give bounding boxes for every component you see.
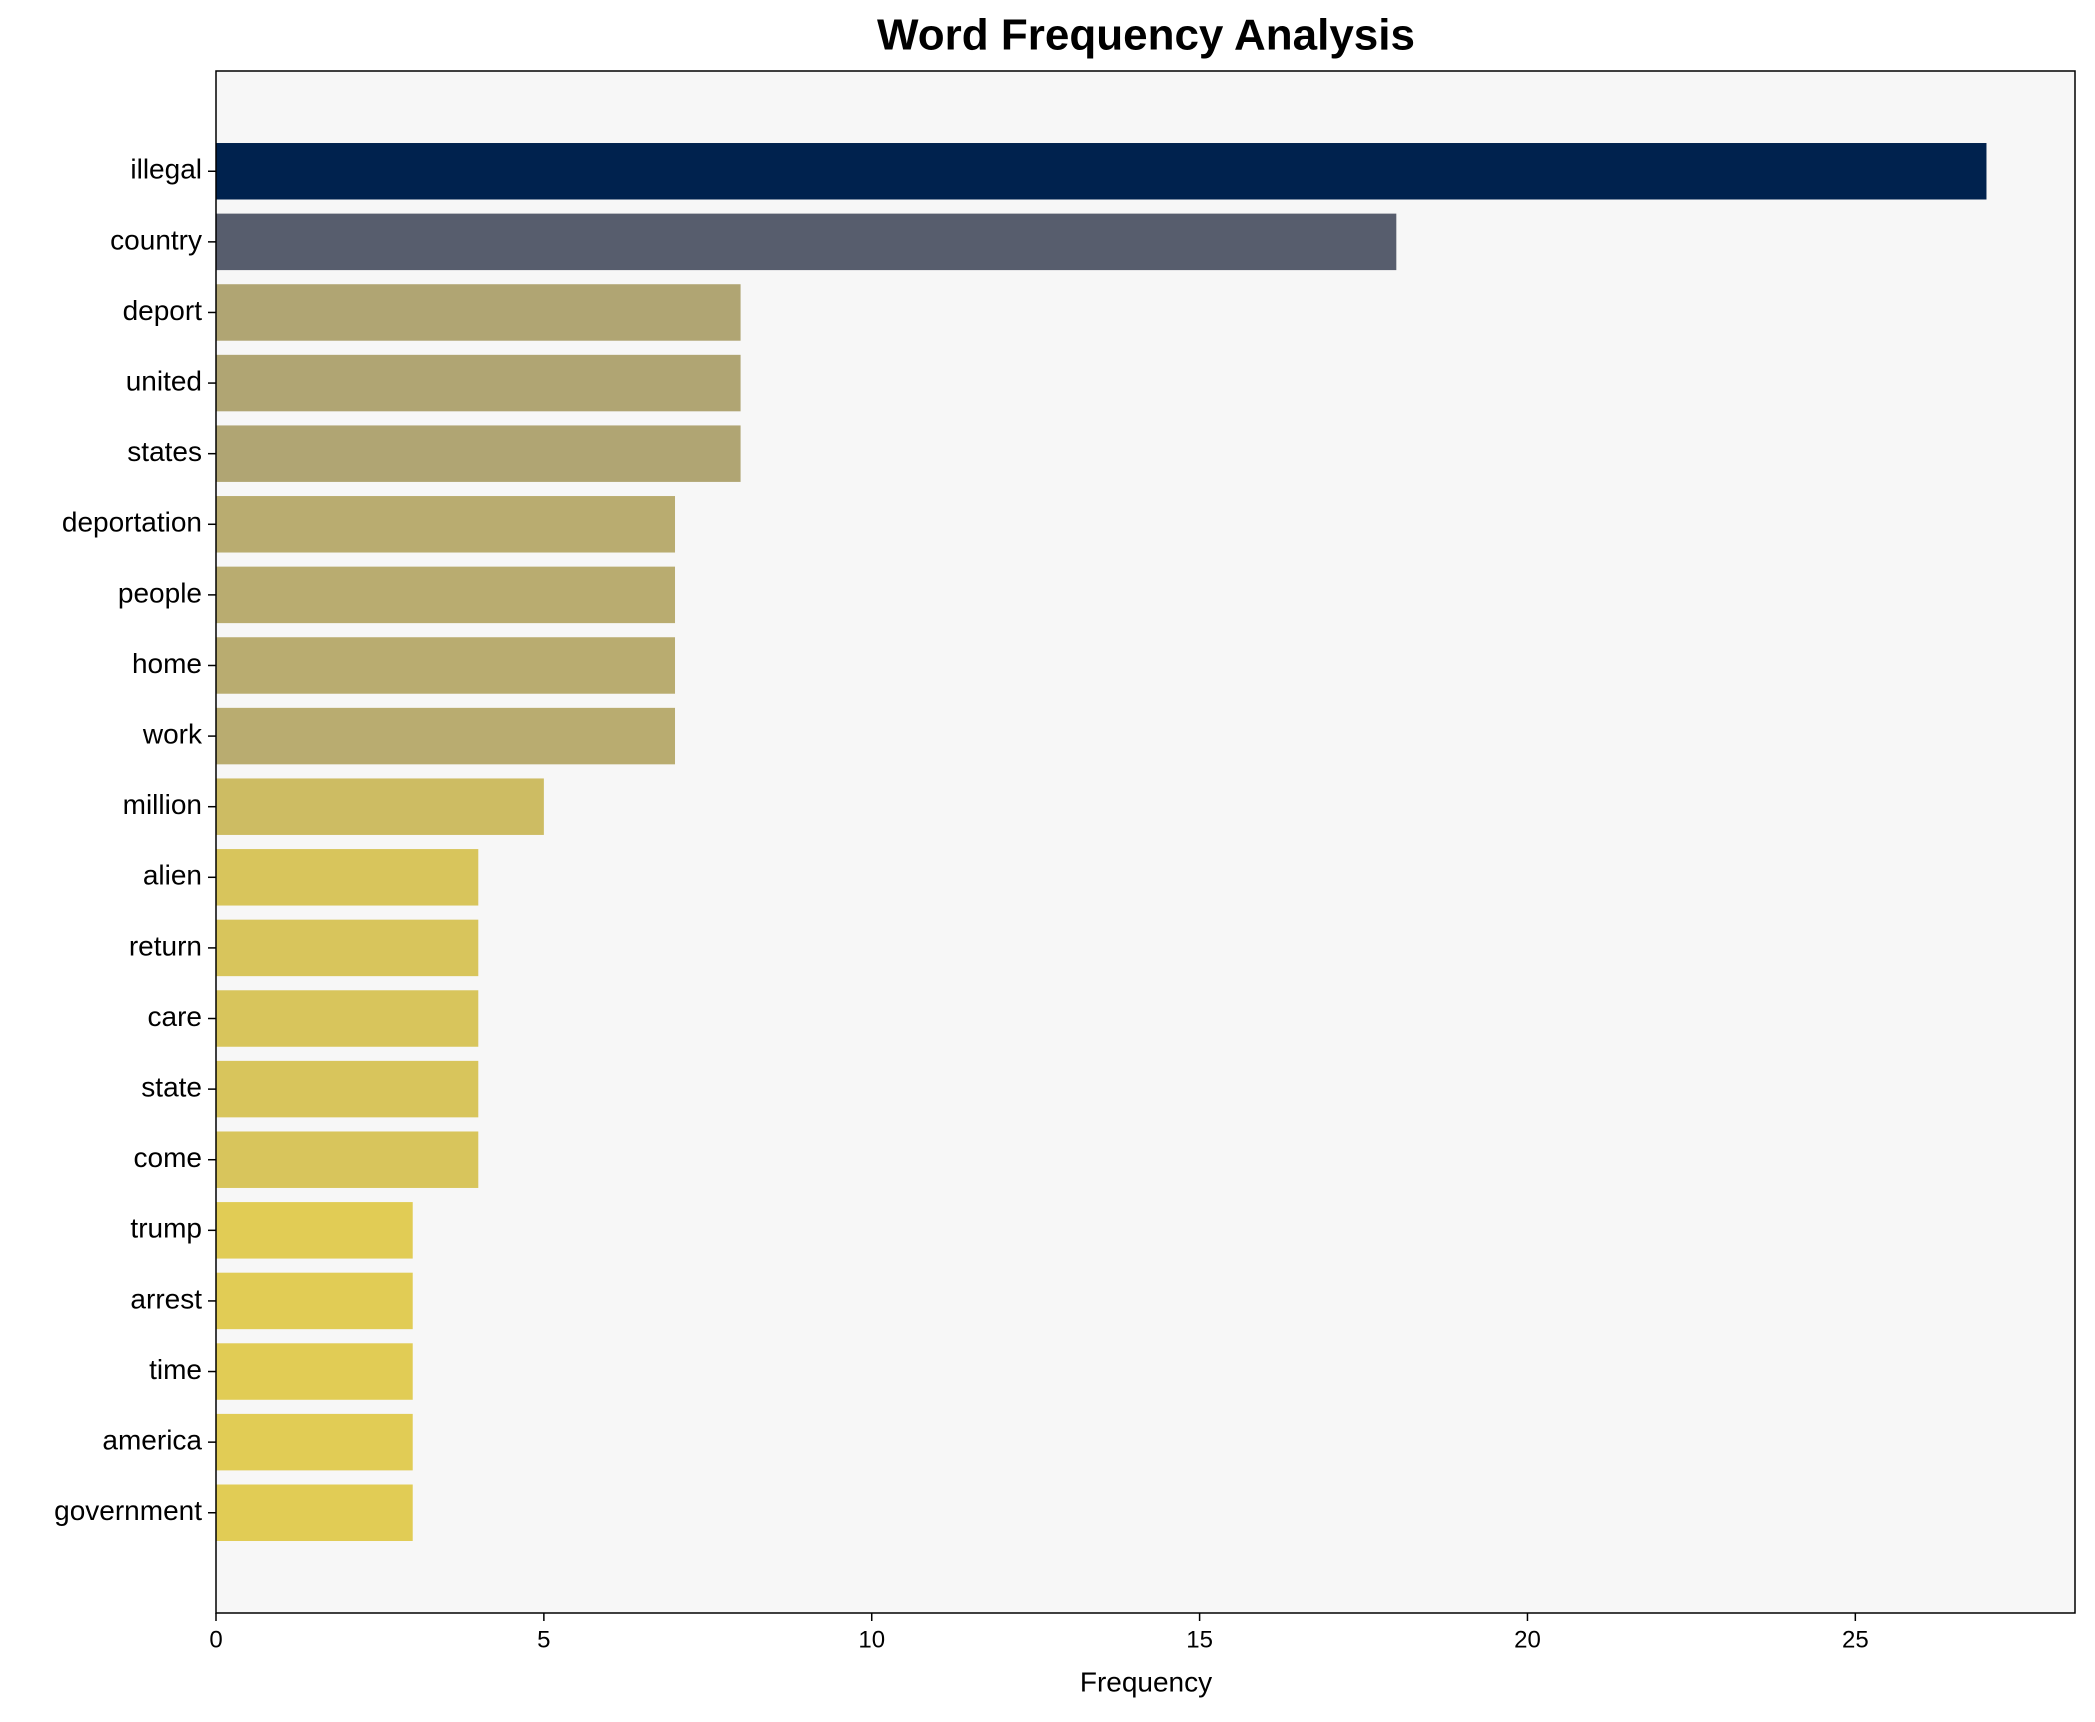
bar [216,425,741,482]
y-tick-label: states [127,436,202,467]
bar [216,919,479,977]
bar [216,990,479,1047]
bar [216,213,1397,271]
y-tick-label: work [142,718,203,749]
bar [216,849,479,906]
bar [216,1413,413,1471]
bar [216,143,1987,200]
x-tick-label: 20 [1514,1626,1541,1653]
bar [216,637,676,694]
chart-title: Word Frequency Analysis [877,11,1415,60]
x-tick-label: 0 [209,1626,222,1653]
bar [216,707,676,765]
y-tick-label: care [148,1001,202,1032]
bar [216,1060,479,1118]
bar [216,1484,413,1541]
y-tick-label: united [126,365,202,396]
bar [216,496,676,553]
bar [216,354,741,412]
y-tick-label: country [110,224,202,255]
x-tick-label: 5 [537,1626,550,1653]
y-tick-label: million [123,789,202,820]
y-tick-label: government [54,1495,202,1526]
y-tick-label: trump [130,1213,202,1244]
plot-frame [215,70,2076,1614]
bar [216,566,676,624]
bar [216,1131,479,1188]
y-tick-label: deport [123,295,203,326]
y-tick-label: illegal [130,154,202,185]
bar [216,1272,413,1330]
y-tick-label: deportation [62,507,202,538]
x-tick-label: 15 [1186,1626,1213,1653]
x-axis-label: Frequency [1080,1666,1212,1697]
x-tick-label: 10 [858,1626,885,1653]
x-tick-label: 25 [1842,1626,1869,1653]
y-tick-label: state [141,1072,202,1103]
bar [216,1343,413,1400]
y-tick-label: america [102,1425,202,1456]
bar [216,284,741,341]
y-tick-label: time [149,1354,202,1385]
y-tick-label: arrest [130,1283,202,1314]
y-tick-label: come [134,1142,202,1173]
bar [216,1202,413,1259]
y-tick-label: alien [143,860,202,891]
y-tick-label: people [118,577,202,608]
y-tick-label: home [132,648,202,679]
bar [216,778,544,835]
y-tick-label: return [129,930,202,961]
